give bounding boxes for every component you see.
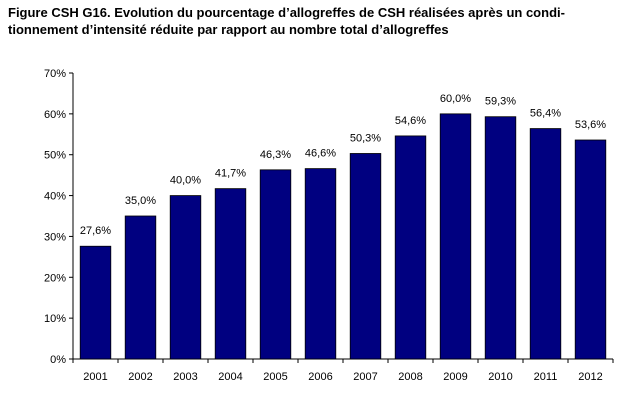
data-label-2009: 60,0% bbox=[440, 93, 471, 105]
y-tick-label: 10% bbox=[44, 313, 66, 325]
bar-2008 bbox=[394, 135, 427, 360]
y-tick-label: 70% bbox=[44, 68, 66, 80]
data-label-2005: 46,3% bbox=[260, 149, 291, 161]
bar-2001 bbox=[79, 245, 112, 360]
x-tick-label-2006: 2006 bbox=[308, 371, 332, 383]
x-tick-label-2007: 2007 bbox=[353, 371, 377, 383]
bar-2009 bbox=[439, 113, 472, 360]
bar-2002 bbox=[124, 215, 157, 360]
x-tick-label-2003: 2003 bbox=[173, 371, 197, 383]
data-label-2003: 40,0% bbox=[170, 175, 201, 187]
bar-2012 bbox=[574, 139, 607, 360]
data-label-2007: 50,3% bbox=[350, 132, 381, 144]
figure-title: Figure CSH G16. Evolution du pourcentage… bbox=[8, 4, 632, 38]
data-label-2001: 27,6% bbox=[80, 225, 111, 237]
x-tick-label-2010: 2010 bbox=[488, 371, 512, 383]
y-tick-label: 50% bbox=[44, 150, 66, 162]
data-label-2006: 46,6% bbox=[305, 148, 336, 160]
x-tick-label-2005: 2005 bbox=[263, 371, 287, 383]
bar-2005 bbox=[259, 169, 292, 360]
y-tick-label: 60% bbox=[44, 109, 66, 121]
x-tick-label-2001: 2001 bbox=[83, 371, 107, 383]
x-tick-label-2002: 2002 bbox=[128, 371, 152, 383]
bar-2010 bbox=[484, 116, 517, 360]
bar-2006 bbox=[304, 168, 337, 360]
y-tick-label: 40% bbox=[44, 191, 66, 203]
data-label-2011: 56,4% bbox=[530, 108, 561, 120]
figure-title-line-2: tionnement d’intensité réduite par rappo… bbox=[8, 22, 449, 37]
bar-chart: 0% 10% 20% 30% 40% 50% 60% 70% 27,6% 2001 35,0% 200… bbox=[44, 68, 614, 383]
x-tick-label-2011: 2011 bbox=[534, 371, 558, 383]
data-label-2012: 53,6% bbox=[575, 119, 606, 131]
bar-2004 bbox=[214, 188, 247, 360]
bar-2011 bbox=[529, 128, 562, 360]
figure-title-line-1: Figure CSH G16. Evolution du pourcentage… bbox=[8, 5, 565, 20]
y-tick-label: 20% bbox=[44, 272, 66, 284]
y-tick-label: 0% bbox=[50, 354, 66, 366]
x-tick-label-2004: 2004 bbox=[218, 371, 242, 383]
bar-2007 bbox=[349, 153, 382, 360]
chart-area: 0% 10% 20% 30% 40% 50% 60% 70% 27,6% 2001 35,0% 200… bbox=[0, 48, 640, 415]
x-tick-label-2012: 2012 bbox=[578, 371, 602, 383]
bar-2003 bbox=[169, 195, 202, 360]
data-label-2010: 59,3% bbox=[485, 96, 516, 108]
data-label-2002: 35,0% bbox=[125, 195, 156, 207]
y-tick-label: 30% bbox=[44, 231, 66, 243]
data-label-2004: 41,7% bbox=[215, 168, 246, 180]
x-tick-label-2008: 2008 bbox=[398, 371, 422, 383]
x-tick-label-2009: 2009 bbox=[443, 371, 467, 383]
data-label-2008: 54,6% bbox=[395, 115, 426, 127]
